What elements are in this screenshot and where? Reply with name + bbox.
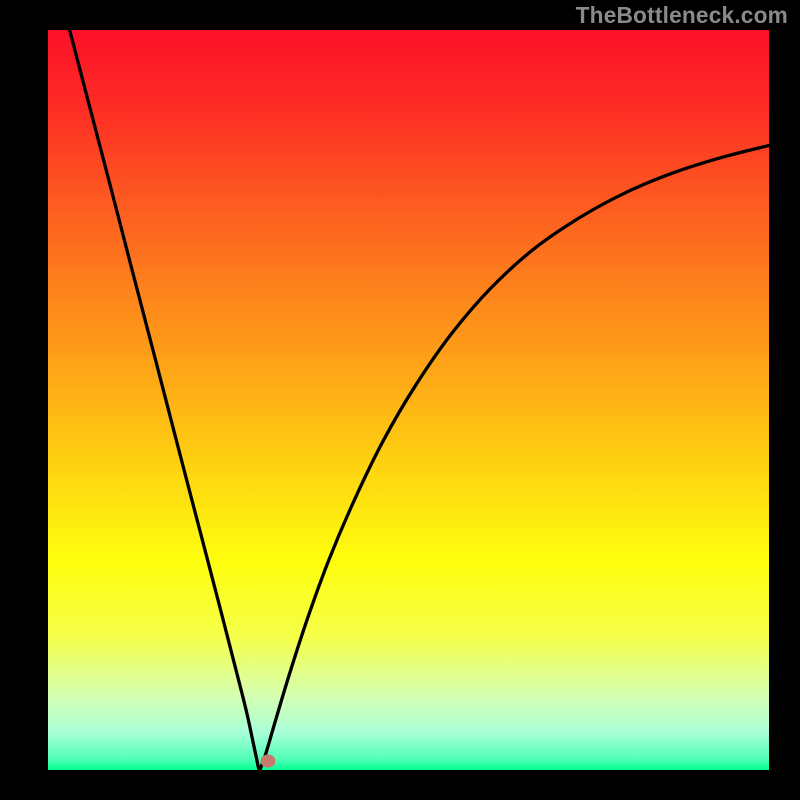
chart-frame: TheBottleneck.com xyxy=(0,0,800,800)
plot-area xyxy=(48,30,769,770)
watermark-text: TheBottleneck.com xyxy=(576,2,788,29)
optimum-marker xyxy=(260,755,275,768)
bottleneck-curve xyxy=(48,30,769,770)
